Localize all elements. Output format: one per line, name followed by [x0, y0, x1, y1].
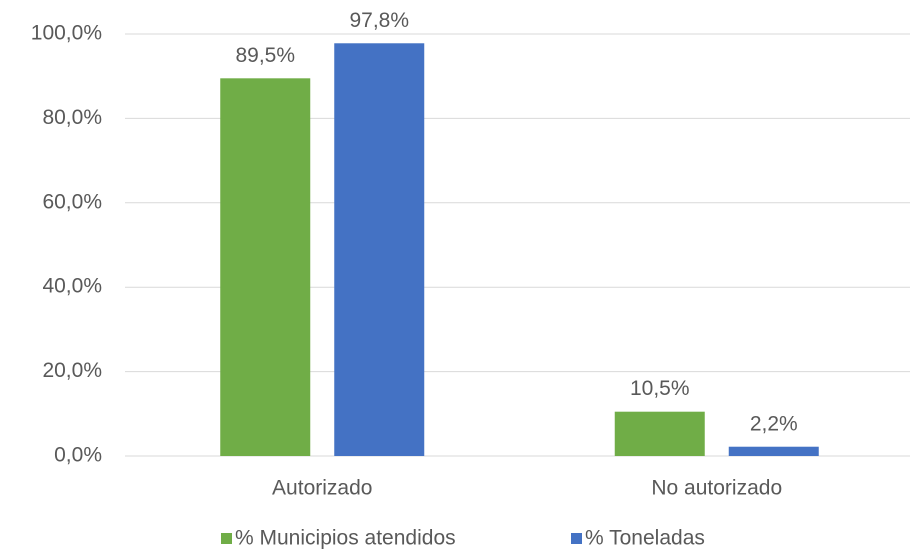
- x-tick-label: No autorizado: [651, 477, 782, 500]
- y-tick-label: 20,0%: [42, 359, 102, 382]
- y-tick-label: 100,0%: [31, 22, 102, 45]
- value-label: 89,5%: [235, 44, 295, 67]
- y-tick-label: 40,0%: [42, 275, 102, 298]
- bar: [220, 78, 311, 456]
- y-tick-label: 0,0%: [54, 444, 102, 467]
- legend-label: % Toneladas: [585, 527, 705, 550]
- value-label: 10,5%: [630, 377, 690, 400]
- legend-swatch: [571, 533, 582, 544]
- value-label: 2,2%: [750, 412, 798, 435]
- y-tick-label: 60,0%: [42, 190, 102, 213]
- x-tick-label: Autorizado: [272, 477, 372, 500]
- legend-swatch: [221, 533, 232, 544]
- value-label: 97,8%: [349, 9, 409, 32]
- bar: [334, 43, 425, 457]
- y-tick-label: 80,0%: [42, 106, 102, 129]
- legend-label: % Municipios atendidos: [235, 527, 456, 550]
- bar: [614, 411, 705, 456]
- bar: [728, 446, 819, 456]
